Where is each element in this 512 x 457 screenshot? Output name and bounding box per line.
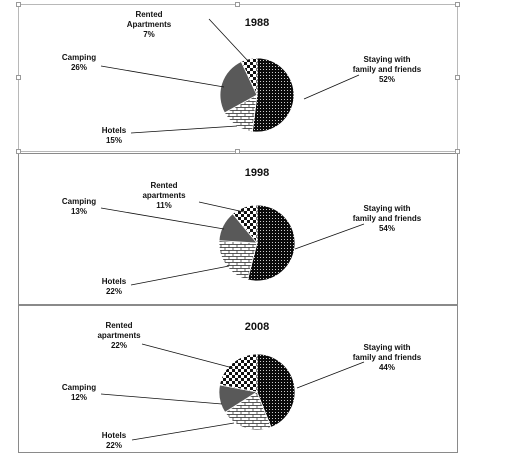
pie-slice-family bbox=[247, 204, 296, 282]
resize-handle-top-right[interactable] bbox=[455, 2, 460, 7]
pie-slice-rented bbox=[219, 353, 258, 393]
chart-panel-1988: 1988 Staying with family and friends 52% Hot… bbox=[18, 4, 458, 152]
slice-label-family: Staying with family and friends 54% bbox=[353, 204, 422, 233]
leader-line-rented bbox=[208, 18, 249, 62]
leader-line-camping bbox=[100, 207, 225, 230]
leader-line-family bbox=[303, 74, 360, 100]
chart-title: 1998 bbox=[245, 167, 269, 179]
pie-chart-1988: 1988 Staying with family and friends 52% Hot… bbox=[62, 10, 422, 145]
pie-slice-hotels bbox=[224, 391, 272, 431]
leader-line-camping bbox=[100, 393, 223, 405]
pie-slice-camping bbox=[219, 60, 258, 114]
slice-label-hotels: Hotels 22% bbox=[102, 431, 127, 450]
resize-handle-bottom-right[interactable] bbox=[455, 149, 460, 154]
slice-label-hotels: Hotels 22% bbox=[102, 277, 127, 296]
slice-label-rented: Rented apartments 22% bbox=[97, 321, 141, 350]
pie-slice-rented bbox=[232, 204, 258, 245]
resize-handle-top-left[interactable] bbox=[16, 2, 21, 7]
pie-slice-rented bbox=[240, 57, 258, 96]
slice-label-camping: Camping 12% bbox=[62, 383, 96, 402]
chart-panel-2008: 2008 Staying with family and friends 44% Hot… bbox=[18, 305, 458, 453]
slice-label-hotels: Hotels 15% bbox=[102, 126, 127, 145]
chart-title: 1988 bbox=[245, 17, 269, 29]
resize-handle-middle-left[interactable] bbox=[16, 75, 21, 80]
pie-slice-hotels bbox=[218, 240, 258, 281]
pie-chart-1998: 1998 Staying with family and friends 54% Hot… bbox=[62, 167, 422, 296]
slice-label-camping: Camping 26% bbox=[62, 53, 96, 72]
resize-handle-middle-right[interactable] bbox=[455, 75, 460, 80]
slice-label-family: Staying with family and friends 44% bbox=[353, 343, 422, 372]
resize-handle-bottom-left[interactable] bbox=[16, 149, 21, 154]
resize-handle-top-center[interactable] bbox=[235, 2, 240, 7]
leader-line-rented bbox=[198, 201, 245, 213]
leader-line-family bbox=[294, 223, 365, 250]
slice-label-family: Staying with family and friends 52% bbox=[353, 55, 422, 84]
chart-panel-1998: 1998 Staying with family and friends 54% Hot… bbox=[18, 153, 458, 305]
leader-line-family bbox=[296, 361, 365, 389]
leader-line-hotels bbox=[131, 422, 235, 441]
pie-chart-2008: 2008 Staying with family and friends 44% Hot… bbox=[62, 321, 422, 450]
slice-label-rented: Rented apartments 11% bbox=[142, 181, 186, 210]
pie-slice-family bbox=[256, 353, 296, 428]
leader-line-rented bbox=[141, 343, 234, 369]
leader-line-hotels bbox=[130, 125, 238, 134]
resize-handle-bottom-center[interactable] bbox=[235, 149, 240, 154]
slice-label-camping: Camping 13% bbox=[62, 197, 96, 216]
pie-slice-family bbox=[251, 57, 295, 133]
leader-line-camping bbox=[100, 65, 225, 88]
leader-line-hotels bbox=[130, 265, 230, 286]
slice-label-rented: Rented Apartments 7% bbox=[127, 10, 172, 39]
chart-title: 2008 bbox=[245, 321, 269, 333]
